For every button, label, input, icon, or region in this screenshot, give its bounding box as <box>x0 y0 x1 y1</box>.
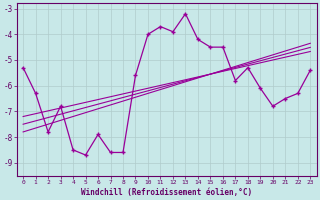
X-axis label: Windchill (Refroidissement éolien,°C): Windchill (Refroidissement éolien,°C) <box>81 188 252 197</box>
